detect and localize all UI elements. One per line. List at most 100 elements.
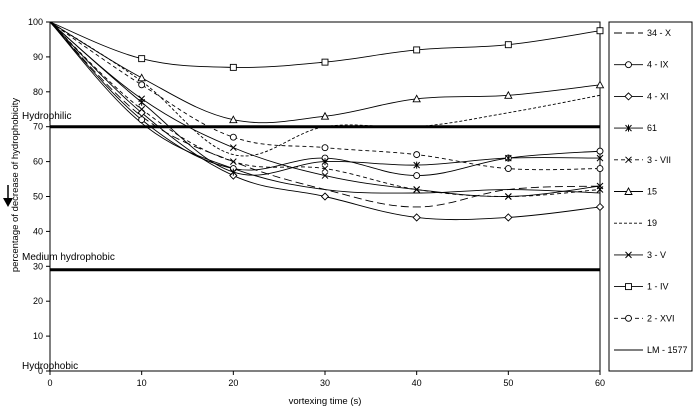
y-tick-label-50: 50 xyxy=(33,192,43,202)
series-line-lm-1577 xyxy=(49,21,601,194)
axes: 0 10 20 30 40 50 60 70 80 90 100 0 10 20 30 40 50 60 xyxy=(28,17,605,388)
point-1-iv-x30 xyxy=(321,58,329,66)
y-tick-label-100: 100 xyxy=(28,17,43,27)
point-3-v-x60 xyxy=(596,182,604,190)
y-tick-label-80: 80 xyxy=(33,87,43,97)
point-3-v-x10 xyxy=(138,95,146,103)
point-61-x50 xyxy=(504,154,512,162)
legend-entry-4-xi: 4 - XI xyxy=(614,91,669,101)
arrow-down-icon xyxy=(3,198,13,207)
point-1-iv-x60 xyxy=(596,27,604,35)
point-1-iv-x10 xyxy=(138,55,146,63)
legend-entry-1-iv: 1 - IV xyxy=(614,282,669,292)
legend-marker-2-xvi xyxy=(625,314,632,322)
point-1-iv-x40 xyxy=(413,46,421,54)
point-3-v-x20 xyxy=(229,144,237,151)
x-tick-label-40: 40 xyxy=(412,378,422,388)
legend-marker-1-iv xyxy=(625,283,632,291)
legend-label-3-v: 3 - V xyxy=(647,250,666,260)
legend-label-61: 61 xyxy=(647,123,657,133)
legend-entry-2-xvi: 2 - XVI xyxy=(614,313,675,323)
point-2-xvi-x10 xyxy=(138,81,146,89)
point-4-ix-x40 xyxy=(413,172,421,180)
legend-entry-3-vii: 3 - VII xyxy=(614,155,671,165)
point-2-xvi-x30 xyxy=(321,144,329,152)
legend-label-34-x: 34 - X xyxy=(647,28,671,38)
y-tick-label-10: 10 xyxy=(33,331,43,341)
point-61-x40 xyxy=(413,161,421,169)
point-4-ix-x10 xyxy=(138,116,146,124)
region-label-hydrophilic: Hydrophilic xyxy=(22,111,71,122)
x-tick-label-20: 20 xyxy=(228,378,238,388)
y-axis-title-group: percentage of decrease of hydrophobicity xyxy=(3,98,21,273)
series-markers xyxy=(137,27,605,222)
point-3-vii-x20 xyxy=(229,158,237,165)
point-15-x50 xyxy=(504,90,513,99)
legend-marker-4-ix xyxy=(625,61,632,69)
y-tick-label-30: 30 xyxy=(33,261,43,271)
point-61-x60 xyxy=(596,154,604,162)
point-4-xi-x40 xyxy=(412,213,421,222)
legend-label-1-iv: 1 - IV xyxy=(647,282,669,292)
point-15-x20 xyxy=(229,115,238,124)
x-tick-label-10: 10 xyxy=(137,378,147,388)
x-tick-label-0: 0 xyxy=(47,378,52,388)
legend-label-4-xi: 4 - XI xyxy=(647,91,669,101)
y-tick-label-60: 60 xyxy=(33,157,43,167)
legend-box xyxy=(608,21,693,372)
y-axis-title: percentage of decrease of hydrophobicity xyxy=(10,98,21,273)
legend-label-3-vii: 3 - VII xyxy=(647,155,671,165)
legend: 34 - X 4 - IX 4 - XI 61 3 - VII 15 19 3 - V 1 - … xyxy=(614,28,688,355)
legend-label-lm-1577: LM - 1577 xyxy=(647,345,688,355)
y-tick-label-0: 0 xyxy=(38,366,43,376)
region-label-medium-hydrophobic: Medium hydrophobic xyxy=(22,252,115,263)
point-61-x20 xyxy=(229,168,237,176)
point-61-x30 xyxy=(321,158,329,166)
point-2-xvi-x50 xyxy=(504,165,512,173)
legend-entry-61: 61 xyxy=(614,123,657,133)
x-tick-label-50: 50 xyxy=(503,378,513,388)
point-15-x40 xyxy=(412,94,421,103)
point-2-xvi-x40 xyxy=(413,151,421,159)
legend-entry-3-v: 3 - V xyxy=(614,250,666,260)
point-4-xi-x30 xyxy=(320,192,330,201)
legend-marker-3-v xyxy=(625,251,632,259)
point-3-v-x50 xyxy=(504,193,512,200)
y-tick-label-20: 20 xyxy=(33,296,43,306)
series-line-19 xyxy=(49,21,601,157)
point-15-x30 xyxy=(320,111,330,120)
point-2-xvi-x20 xyxy=(229,133,237,141)
x-tick-label-60: 60 xyxy=(595,378,605,388)
legend-entry-lm-1577: LM - 1577 xyxy=(614,345,688,355)
region-label-hydrophobic: Hydrophobic xyxy=(22,361,78,372)
point-3-v-x40 xyxy=(413,186,421,193)
point-4-xi-x50 xyxy=(504,213,513,222)
point-3-vii-x10 xyxy=(138,105,146,113)
y-tick-label-70: 70 xyxy=(33,122,43,132)
y-tick-label-40: 40 xyxy=(33,226,43,236)
legend-label-4-ix: 4 - IX xyxy=(647,60,669,70)
legend-marker-4-xi xyxy=(624,92,633,101)
y-tick-label-90: 90 xyxy=(33,52,43,62)
point-3-vii-x30 xyxy=(321,165,329,172)
legend-entry-19: 19 xyxy=(614,218,657,228)
legend-label-15: 15 xyxy=(647,187,657,197)
point-15-x60 xyxy=(595,80,605,89)
legend-label-2-xvi: 2 - XVI xyxy=(647,313,675,323)
legend-marker-3-vii xyxy=(625,156,632,164)
legend-entry-34-x: 34 - X xyxy=(614,28,671,38)
point-15-x10 xyxy=(137,73,146,82)
point-4-xi-x60 xyxy=(595,202,605,212)
legend-label-19: 19 xyxy=(647,218,657,228)
legend-marker-15 xyxy=(624,187,633,195)
legend-entry-15: 15 xyxy=(614,187,657,197)
point-1-iv-x20 xyxy=(229,63,237,71)
x-tick-label-30: 30 xyxy=(320,378,330,388)
legend-entry-4-ix: 4 - IX xyxy=(614,60,669,70)
x-axis-title: vortexing time (s) xyxy=(289,396,362,407)
point-3-v-x30 xyxy=(321,172,329,179)
point-2-xvi-x60 xyxy=(596,165,604,173)
point-4-ix-x60 xyxy=(596,147,604,155)
legend-marker-61 xyxy=(625,124,632,132)
